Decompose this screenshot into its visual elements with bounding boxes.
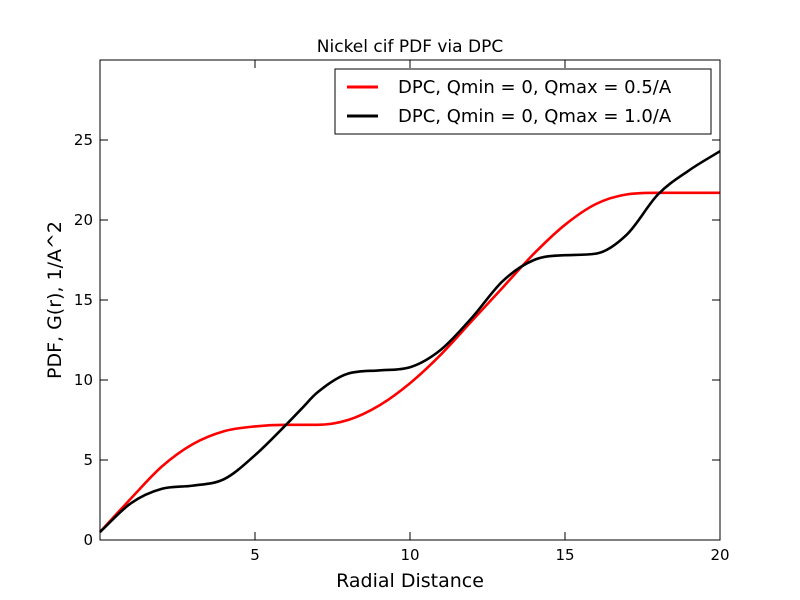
- chart-title: Nickel cif PDF via DPC: [317, 37, 503, 57]
- x-tick-label: 5: [250, 546, 260, 564]
- x-tick-label: 10: [400, 546, 419, 564]
- legend: DPC, Qmin = 0, Qmax = 0.5/A DPC, Qmin = …: [334, 68, 712, 135]
- x-axis-label: Radial Distance: [336, 570, 484, 592]
- series-layer: [99, 150, 721, 533]
- legend-label-series-1: DPC, Qmin = 0, Qmax = 0.5/A: [398, 77, 672, 98]
- y-tick-label: 10: [74, 371, 93, 389]
- y-tick-label: 0: [83, 531, 93, 549]
- y-axis-label: PDF, G(r), 1/A^2: [44, 221, 66, 379]
- x-tick-label: 15: [555, 546, 574, 564]
- series-line-1: [99, 191, 720, 533]
- plot-area: [100, 60, 720, 540]
- y-tick-label: 20: [74, 211, 93, 229]
- legend-label-series-2: DPC, Qmin = 0, Qmax = 1.0/A: [398, 106, 672, 127]
- y-tick-label: 25: [74, 131, 93, 149]
- series-line-2: [99, 150, 721, 533]
- tick-layer: 5 10 15 20 0 5 10 15 20 25: [74, 60, 730, 564]
- y-tick-label: 15: [74, 291, 93, 309]
- y-tick-label: 5: [83, 451, 93, 469]
- x-tick-label: 20: [710, 546, 729, 564]
- legend-frame: [334, 68, 712, 135]
